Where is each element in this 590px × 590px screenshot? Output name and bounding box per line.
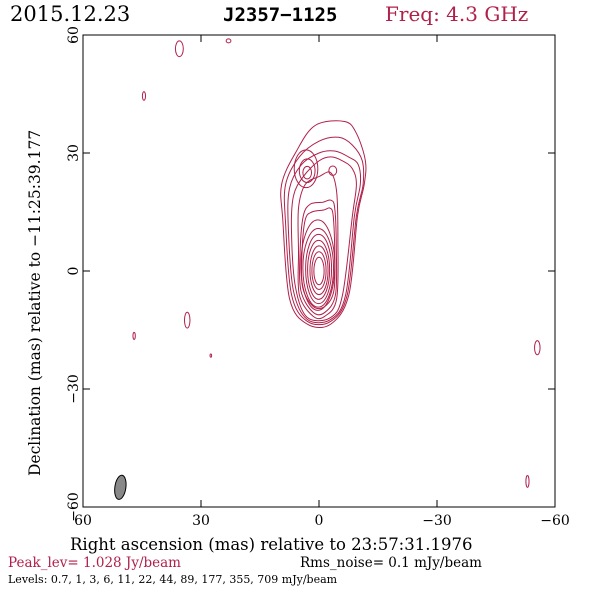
jet-contour <box>297 171 339 320</box>
y-tick-label: −60 <box>66 492 82 522</box>
noise-contour <box>174 40 184 58</box>
noise-contour <box>525 475 530 488</box>
jet-contour <box>280 120 367 329</box>
beam-ellipse <box>114 474 127 500</box>
noise-contour <box>225 38 232 44</box>
source-name: J2357−1125 <box>223 4 337 26</box>
rms-noise: Rms_noise= 0.1 mJy/beam <box>300 555 482 571</box>
x-axis-label: Right ascension (mas) relative to 23:57:… <box>70 535 472 554</box>
y-tick-labels: 60 30 0 −30 −60 <box>66 26 82 522</box>
y-tick-label: 60 <box>66 26 82 44</box>
core-contour <box>313 256 325 286</box>
y-axis-label: Declination (mas) relative to −11:25:39.… <box>26 130 44 476</box>
y-tick-label: 0 <box>66 267 82 276</box>
core-contour <box>305 233 333 305</box>
jet-contour <box>290 156 357 322</box>
plot-frame <box>82 34 556 508</box>
y-tick-label: 30 <box>66 144 82 162</box>
observation-date: 2015.12.23 <box>10 2 130 26</box>
noise-contour <box>298 158 316 183</box>
x-tick-labels: 60 30 0 −30 −60 <box>74 513 570 529</box>
noise-contour <box>141 91 147 101</box>
jet-contour <box>283 136 365 326</box>
x-tick-label: 0 <box>315 513 324 529</box>
noise-contour <box>183 311 191 329</box>
core-contour <box>307 239 331 300</box>
x-tick-label: 60 <box>74 513 92 529</box>
frequency-label: Freq: 4.3 GHz <box>385 2 528 26</box>
noise-contour <box>132 331 136 340</box>
y-tick-label: −30 <box>66 374 82 404</box>
x-tick-label: −60 <box>540 513 570 529</box>
axis-ticks <box>82 34 556 508</box>
x-tick-label: −30 <box>422 513 452 529</box>
noise-contour <box>209 353 213 358</box>
jet-contour <box>300 207 336 310</box>
peak-level: Peak_lev= 1.028 Jy/beam <box>8 555 181 571</box>
noise-contour <box>328 165 338 176</box>
core-contour <box>302 228 335 308</box>
jet-contour <box>287 150 362 324</box>
core-contour <box>309 245 329 296</box>
contour-map <box>132 38 541 488</box>
noise-contour <box>534 340 541 356</box>
core-contour <box>311 251 327 290</box>
noise-contour <box>302 165 313 180</box>
x-tick-label: 30 <box>192 513 210 529</box>
jet-contour <box>299 199 338 316</box>
noise-contour <box>293 149 319 189</box>
contour-levels: Levels: 0.7, 1, 3, 6, 11, 22, 44, 89, 17… <box>8 573 338 586</box>
